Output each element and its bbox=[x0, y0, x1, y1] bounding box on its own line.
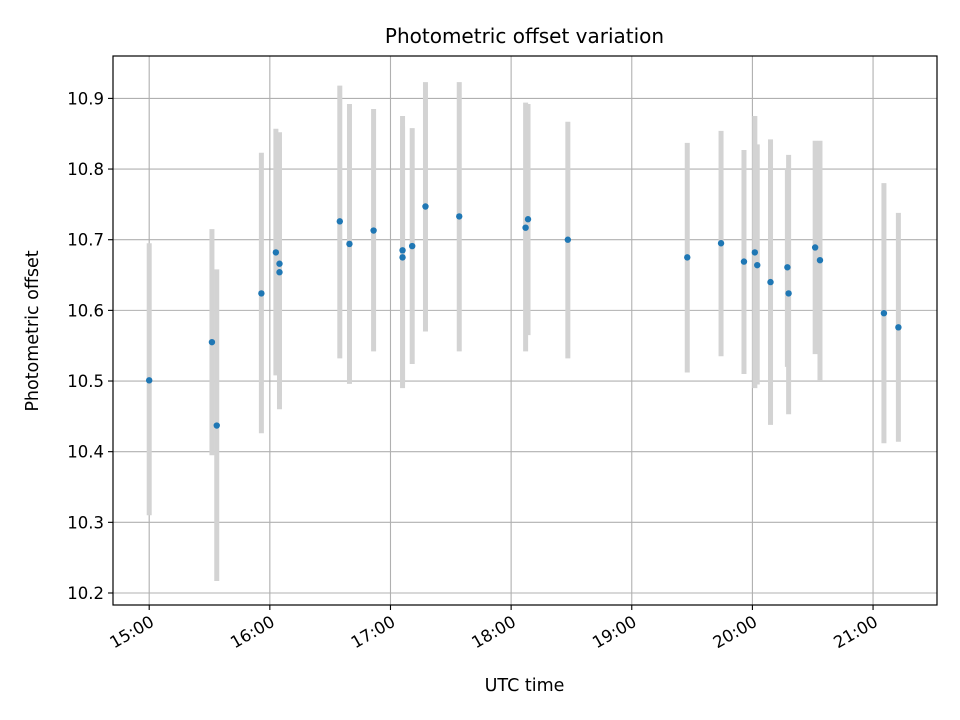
data-point bbox=[145, 377, 153, 384]
data-point bbox=[522, 224, 529, 231]
y-tick-label: 10.8 bbox=[67, 160, 104, 179]
x-axis-label: UTC time bbox=[485, 676, 565, 696]
data-point bbox=[408, 242, 416, 250]
y-tick-label: 10.6 bbox=[67, 301, 104, 320]
data-point bbox=[684, 254, 691, 261]
data-point bbox=[399, 254, 406, 261]
point-layer bbox=[145, 203, 902, 429]
data-point bbox=[456, 213, 463, 220]
data-point bbox=[811, 244, 819, 251]
data-point bbox=[564, 236, 572, 243]
y-tick-label: 10.7 bbox=[67, 231, 104, 250]
y-tick-label: 10.9 bbox=[67, 89, 104, 108]
plot-frame bbox=[112, 55, 938, 606]
data-point bbox=[276, 260, 283, 267]
data-point bbox=[895, 324, 902, 331]
data-point bbox=[785, 290, 792, 297]
data-point bbox=[213, 422, 220, 429]
data-point bbox=[258, 290, 265, 297]
y-tick-label: 10.3 bbox=[67, 513, 104, 532]
data-point bbox=[346, 240, 353, 248]
y-axis-label: Photometric offset bbox=[23, 250, 43, 411]
data-point bbox=[336, 218, 344, 225]
y-tick-label: 10.4 bbox=[67, 443, 104, 462]
data-point bbox=[717, 240, 725, 247]
data-point bbox=[276, 269, 283, 276]
data-point bbox=[880, 309, 888, 317]
y-tick-label: 10.2 bbox=[67, 584, 104, 603]
data-point bbox=[272, 249, 280, 256]
chart-title: Photometric offset variation bbox=[385, 24, 664, 48]
data-point bbox=[399, 247, 406, 254]
data-point bbox=[816, 256, 824, 264]
data-point bbox=[370, 227, 377, 234]
y-tick-label: 10.5 bbox=[67, 372, 104, 391]
data-point bbox=[524, 216, 532, 223]
data-point bbox=[740, 258, 748, 265]
data-point bbox=[208, 338, 216, 346]
data-point bbox=[751, 249, 759, 256]
data-point bbox=[754, 261, 761, 269]
data-point bbox=[784, 264, 791, 271]
data-point bbox=[767, 278, 774, 286]
data-point bbox=[422, 203, 429, 210]
